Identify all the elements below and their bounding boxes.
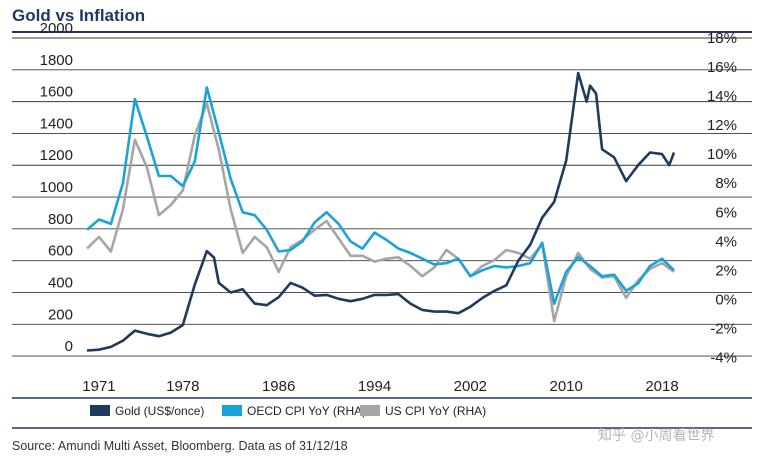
series-lines [86, 71, 676, 352]
left-tick-label: 200 [48, 306, 73, 323]
gridlines [12, 37, 752, 357]
left-tick-label: 600 [48, 243, 73, 260]
legend-swatch-us-cpi [360, 405, 380, 416]
right-tick-label: 8% [715, 175, 737, 192]
us-cpi-line [86, 102, 675, 323]
left-tick-label: 0 [65, 338, 73, 355]
left-tick-label: 1800 [40, 52, 73, 69]
left-tick-label: 400 [48, 274, 73, 291]
right-tick-label: 12% [707, 117, 737, 134]
watermark: 知乎 @小周看世界 [598, 427, 714, 444]
right-tick-label: 18% [707, 30, 737, 47]
oecd-cpi-line [86, 86, 675, 305]
x-tick-label: 1994 [358, 378, 391, 395]
gold-line [86, 71, 676, 352]
left-tick-label: 800 [48, 211, 73, 228]
left-tick-label: 1200 [40, 147, 73, 164]
source-note: Source: Amundi Multi Asset, Bloomberg. D… [12, 439, 348, 453]
left-tick-label: 1600 [40, 84, 73, 101]
right-tick-label: 4% [715, 233, 737, 250]
legend-swatch-gold [90, 405, 110, 416]
right-tick-label: 0% [715, 291, 737, 308]
right-tick-label: 2% [715, 262, 737, 279]
left-tick-label: 1000 [40, 179, 73, 196]
legend-swatch-oecd-cpi [222, 405, 242, 416]
x-tick-label: 2010 [550, 378, 583, 395]
right-tick-label: 16% [707, 59, 737, 76]
right-tick-label: -4% [710, 349, 737, 366]
left-axis-ticks: 0 200 400 600 800 1000 1200 1400 1600 1800 2000 [40, 20, 73, 355]
left-tick-label: 1400 [40, 115, 73, 132]
legend-label-oecd-cpi: OECD CPI YoY (RHA) [247, 404, 366, 418]
left-tick-label: 2000 [40, 20, 73, 37]
x-axis-ticks: 1971 1978 1986 1994 2002 2010 2018 [82, 378, 678, 395]
x-tick-label: 1971 [82, 378, 115, 395]
x-tick-label: 2002 [454, 378, 487, 395]
chart-title: Gold vs Inflation [12, 6, 145, 25]
legend-label-us-cpi: US CPI YoY (RHA) [385, 404, 486, 418]
legend: Gold (US$/once) OECD CPI YoY (RHA) US CP… [90, 404, 486, 418]
legend-label-gold: Gold (US$/once) [115, 404, 204, 418]
right-tick-label: -2% [710, 320, 737, 337]
right-tick-label: 6% [715, 204, 737, 221]
x-tick-label: 1986 [262, 378, 295, 395]
x-tick-label: 1978 [166, 378, 199, 395]
x-tick-label: 2018 [645, 378, 678, 395]
right-tick-label: 10% [707, 146, 737, 163]
right-tick-label: 14% [707, 88, 737, 105]
right-axis-ticks: 18% 16% 14% 12% 10% 8% 6% 4% 2% 0% -2% -4% [707, 30, 737, 366]
